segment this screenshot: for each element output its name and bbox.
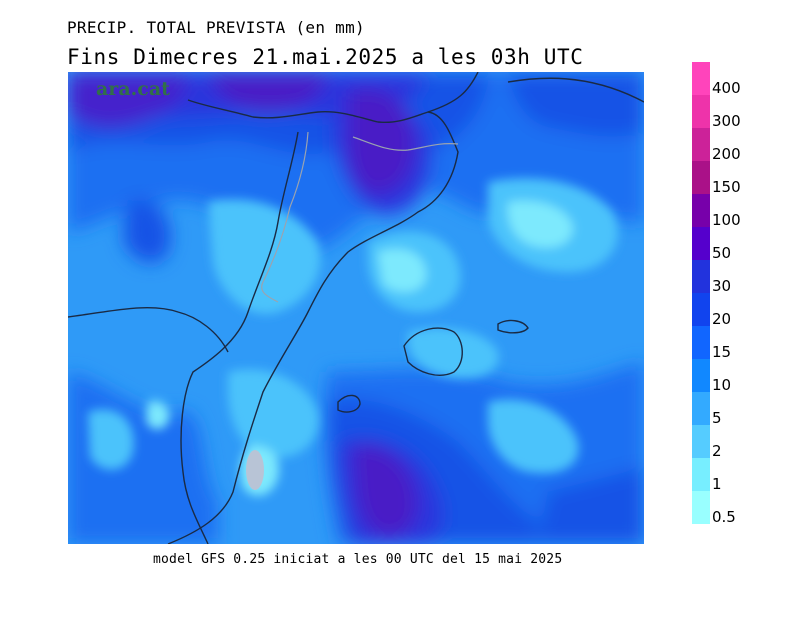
legend-label: 300 [712, 111, 741, 130]
model-info: model GFS 0.25 iniciat a les 00 UTC del … [153, 552, 563, 567]
valid-time-title: Fins Dimecres 21.mai.2025 a les 03h UTC [67, 45, 584, 69]
legend-swatch [692, 392, 710, 425]
legend-label: 100 [712, 210, 741, 229]
precipitation-map [68, 72, 644, 544]
legend-label: 400 [712, 78, 741, 97]
legend-swatch [692, 95, 710, 128]
legend-swatch [692, 62, 710, 95]
chart-title: PRECIP. TOTAL PREVISTA (en mm) [67, 18, 365, 37]
map-canvas [68, 72, 644, 544]
border-lines [261, 131, 459, 303]
legend-swatch [692, 161, 710, 194]
legend-label: 15 [712, 342, 732, 361]
legend-swatch [692, 425, 710, 458]
legend-swatch [692, 458, 710, 491]
legend-swatch [692, 260, 710, 293]
no-data-patch [246, 450, 264, 490]
legend-swatch [692, 293, 710, 326]
legend-swatch [692, 491, 710, 524]
legend-label: 1 [712, 474, 722, 493]
color-legend [692, 62, 710, 524]
legend-label: 30 [712, 276, 732, 295]
legend-swatch [692, 227, 710, 260]
legend-label: 200 [712, 144, 741, 163]
legend-label: 2 [712, 441, 722, 460]
legend-swatch [692, 128, 710, 161]
coastline [68, 72, 644, 544]
watermark-logo: ara.cat [96, 78, 170, 100]
legend-label: 10 [712, 375, 732, 394]
legend-swatch [692, 359, 710, 392]
legend-label: 20 [712, 309, 732, 328]
legend-label: 5 [712, 408, 722, 427]
legend-label: 0.5 [712, 507, 736, 526]
legend-swatch [692, 194, 710, 227]
legend-label: 150 [712, 177, 741, 196]
legend-swatch [692, 326, 710, 359]
legend-label: 50 [712, 243, 732, 262]
